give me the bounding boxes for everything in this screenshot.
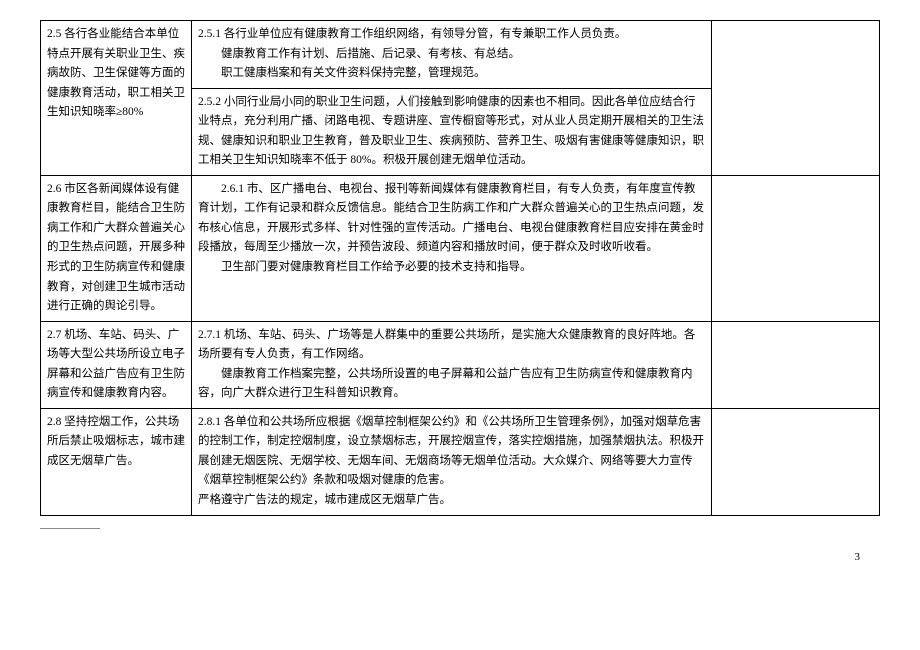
cell-2-7-mid: 2.7.1 机场、车站、码头、广场等是人群集中的重要公共场所，是实施大众健康教育… <box>192 321 712 408</box>
cell-2-6-left: 2.6 市区各新闻媒体设有健康教育栏目，能结合卫生防病工作和广大群众普遍关心的卫… <box>41 175 192 321</box>
cell-2-5-2: 2.5.2 小同行业局小同的职业卫生问题，人们接触到影响健康的因素也不相同。因此… <box>192 88 712 175</box>
text: 职工健康档案和有关文件资料保持完整，管理规范。 <box>198 64 705 84</box>
document-table: 2.5 各行各业能结合本单位特点开展有关职业卫生、疾病故防、卫生保健等方面的健康… <box>40 20 880 516</box>
text: 严格遵守广告法的规定，城市建成区无烟草广告。 <box>198 494 451 506</box>
page-number: 3 <box>40 549 880 567</box>
table-row: 2.7 机场、车站、码头、广场等大型公共场所设立电子屏幕和公益广告应有卫生防病宣… <box>41 321 880 408</box>
text: 卫生部门要对健康教育栏目工作给予必要的技术支持和指导。 <box>198 258 705 278</box>
cell-2-5-left: 2.5 各行各业能结合本单位特点开展有关职业卫生、疾病故防、卫生保健等方面的健康… <box>41 21 192 176</box>
text: 2.5.1 各行业单位应有健康教育工作组织网络，有领导分管，有专兼职工作人员负责… <box>198 28 626 40</box>
text: 2.6.1 市、区广播电台、电视台、报刊等新闻媒体有健康教育栏目，有专人负责，有… <box>198 180 705 258</box>
cell-2-6-right <box>712 175 880 321</box>
cell-2-7-right <box>712 321 880 408</box>
text: 健康教育工作档案完整，公共场所设置的电子屏幕和公益广告应有卫生防病宣传和健康教育… <box>198 365 705 404</box>
footer-divider <box>40 528 100 529</box>
text: 健康教育工作有计划、后措施、后记录、有考核、有总结。 <box>198 45 705 65</box>
cell-2-6-mid: 2.6.1 市、区广播电台、电视台、报刊等新闻媒体有健康教育栏目，有专人负责，有… <box>192 175 712 321</box>
text: 2.7.1 机场、车站、码头、广场等是人群集中的重要公共场所，是实施大众健康教育… <box>198 329 695 361</box>
table-row: 2.6 市区各新闻媒体设有健康教育栏目，能结合卫生防病工作和广大群众普遍关心的卫… <box>41 175 880 321</box>
table-row: 2.8 坚持控烟工作，公共场所后禁止吸烟标志，城市建成区无烟草广告。 2.8.1… <box>41 408 880 515</box>
table-row: 2.5 各行各业能结合本单位特点开展有关职业卫生、疾病故防、卫生保健等方面的健康… <box>41 21 880 89</box>
cell-2-5-right <box>712 21 880 176</box>
cell-2-5-1: 2.5.1 各行业单位应有健康教育工作组织网络，有领导分管，有专兼职工作人员负责… <box>192 21 712 89</box>
cell-2-8-mid: 2.8.1 各单位和公共场所应根据《烟草控制框架公约》和《公共场所卫生管理条例》… <box>192 408 712 515</box>
cell-2-7-left: 2.7 机场、车站、码头、广场等大型公共场所设立电子屏幕和公益广告应有卫生防病宣… <box>41 321 192 408</box>
text: 2.8.1 各单位和公共场所应根据《烟草控制框架公约》和《公共场所卫生管理条例》… <box>198 416 704 487</box>
cell-2-8-right <box>712 408 880 515</box>
cell-2-8-left: 2.8 坚持控烟工作，公共场所后禁止吸烟标志，城市建成区无烟草广告。 <box>41 408 192 515</box>
